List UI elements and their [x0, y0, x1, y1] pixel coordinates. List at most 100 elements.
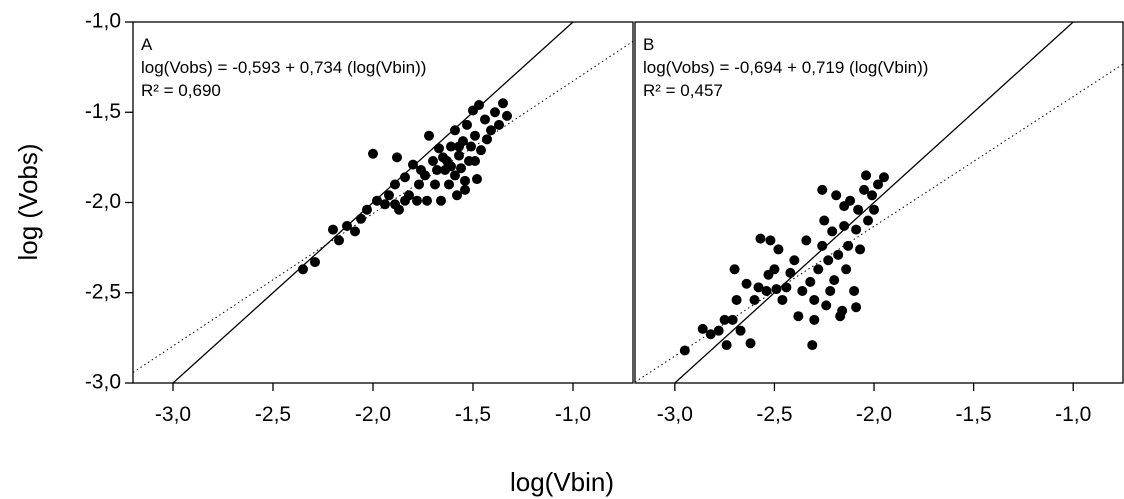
data-point [416, 165, 426, 176]
data-point [310, 257, 320, 268]
y-tick-label: -2,0 [85, 190, 121, 213]
data-point [835, 311, 846, 322]
data-point [825, 285, 836, 296]
x-tick-label: -2,0 [856, 403, 892, 426]
data-point [785, 267, 796, 278]
x-tick-label: -2,5 [255, 403, 291, 426]
data-point [446, 141, 456, 152]
data-point [444, 179, 454, 190]
data-point [817, 184, 828, 195]
data-point [773, 244, 784, 255]
data-point [412, 195, 422, 206]
data-point [460, 175, 470, 186]
data-point [466, 141, 476, 152]
data-point [727, 314, 738, 325]
y-tick-label: -1,5 [85, 100, 121, 123]
data-point [807, 340, 818, 351]
data-point [462, 119, 472, 130]
data-point [362, 204, 372, 215]
data-point [749, 294, 760, 305]
data-point [298, 264, 308, 275]
data-point [729, 264, 740, 275]
data-point [430, 179, 440, 190]
data-point [342, 220, 352, 231]
data-point [797, 285, 808, 296]
data-point [502, 110, 512, 121]
panel-label: A [141, 35, 153, 54]
data-point [849, 285, 860, 296]
data-point [390, 179, 400, 190]
data-point [400, 172, 410, 183]
data-point [853, 204, 864, 215]
data-point [843, 240, 854, 251]
r-squared: R² = 0,457 [643, 81, 723, 100]
x-tick-label: -1,5 [956, 403, 992, 426]
identity-line [673, 22, 1075, 383]
x-tick-label: -3,0 [657, 403, 693, 426]
data-point [454, 150, 464, 161]
data-point [438, 152, 448, 163]
data-point [839, 220, 850, 231]
data-point [334, 235, 344, 246]
data-point [705, 329, 716, 340]
data-point [869, 204, 880, 215]
data-point [719, 314, 730, 325]
data-point [460, 184, 470, 195]
data-point [809, 314, 820, 325]
data-point [761, 285, 772, 296]
data-point [863, 215, 874, 226]
data-point [851, 224, 862, 235]
data-point [777, 294, 788, 305]
data-point [833, 249, 844, 260]
data-point [878, 172, 889, 183]
data-point [861, 170, 872, 181]
equation: log(Vobs) = -0,593 + 0,734 (log(Vbin)) [141, 58, 426, 77]
data-point [436, 195, 446, 206]
data-point [434, 143, 444, 154]
data-point [821, 300, 832, 311]
x-axis-label: log(Vbin) [510, 467, 614, 497]
data-point [490, 107, 500, 118]
data-point [424, 130, 434, 141]
data-point [414, 179, 424, 190]
x-tick-label: -3,0 [155, 403, 191, 426]
data-point [813, 264, 824, 275]
data-point [839, 201, 850, 212]
data-point [753, 282, 764, 293]
data-point [789, 255, 800, 266]
data-point [390, 199, 400, 210]
x-tick-label: -1,0 [1055, 403, 1091, 426]
data-point [400, 195, 410, 206]
data-point [470, 155, 480, 166]
data-point [867, 190, 878, 201]
x-tick-label: -2,0 [355, 403, 391, 426]
data-point [741, 278, 752, 289]
plot-area [133, 22, 633, 383]
equation: log(Vobs) = -0,694 + 0,719 (log(Vbin)) [643, 58, 928, 77]
data-point [350, 226, 360, 237]
data-point [408, 159, 418, 170]
data-point [356, 213, 366, 224]
y-axis-label: log (Vobs) [13, 143, 43, 260]
data-point [801, 235, 812, 246]
data-point [482, 134, 492, 145]
data-point [384, 190, 394, 201]
fit-line [133, 40, 633, 373]
data-point [456, 163, 466, 174]
data-point [771, 284, 782, 295]
y-tick-label: -2,5 [85, 280, 121, 303]
data-point [328, 224, 338, 235]
data-point [765, 235, 776, 246]
data-point [859, 184, 870, 195]
data-point [763, 269, 774, 280]
data-point [713, 325, 724, 336]
data-point [432, 165, 442, 176]
data-point [470, 130, 480, 141]
y-tick-label: -3,0 [85, 371, 121, 394]
data-point [372, 195, 382, 206]
data-point [809, 294, 820, 305]
data-point [392, 152, 402, 163]
data-point [819, 215, 830, 226]
data-point [721, 340, 732, 351]
